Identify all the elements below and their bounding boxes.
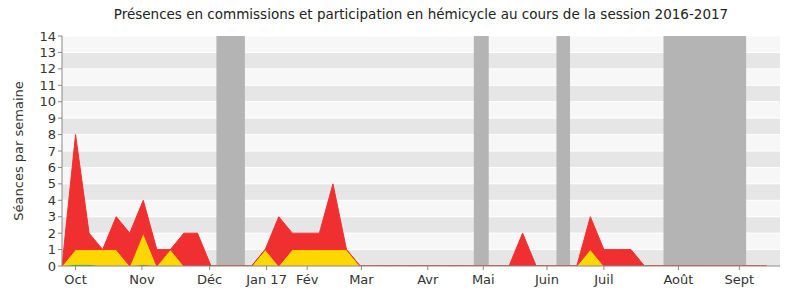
y-tick	[58, 101, 62, 102]
y-tick-label: 11	[39, 78, 56, 93]
x-tick-label: Nov	[129, 272, 155, 287]
y-tick	[58, 183, 62, 184]
vacation-band	[216, 36, 244, 266]
title: Présences en commissions et participatio…	[114, 6, 728, 22]
x-tick	[307, 266, 308, 270]
y-tick-label: 5	[48, 176, 56, 191]
y-tick-label: 13	[39, 45, 56, 60]
x-tick	[678, 266, 679, 270]
x-tick-label: Juin	[534, 272, 559, 287]
vacation-band	[474, 36, 489, 266]
x-tick	[141, 266, 142, 270]
y-tick	[58, 151, 62, 152]
area	[62, 135, 766, 266]
y-tick	[58, 233, 62, 234]
y-tick-label: 1	[48, 242, 56, 257]
x-tick	[546, 266, 547, 270]
y-tick-label: 8	[48, 127, 56, 142]
y-tick-label: 2	[48, 226, 56, 241]
y-tick	[58, 36, 62, 37]
x-tick	[427, 266, 428, 270]
x-tick	[483, 266, 484, 270]
y-tick-label: 6	[48, 160, 56, 175]
x-tick	[209, 266, 210, 270]
x-tick-label: Juil	[593, 272, 613, 287]
x-tick	[361, 266, 362, 270]
y-tick-label: 0	[48, 259, 56, 274]
y-tick	[58, 216, 62, 217]
areas	[62, 135, 766, 266]
y-tick-label: 9	[48, 111, 56, 126]
x-tick-label: Sept	[725, 272, 755, 287]
vacations	[216, 36, 746, 266]
y-tick-label: 12	[39, 61, 56, 76]
x-tick-label: Mar	[349, 272, 374, 287]
vacation-band	[556, 36, 570, 266]
y-tick	[58, 52, 62, 53]
y-tick-label: 4	[48, 193, 56, 208]
axes: 01234567891011121314OctNovDécJan 17FévMa…	[39, 29, 780, 288]
y-tick-label: 14	[39, 29, 56, 44]
y-tick	[58, 85, 62, 86]
y-tick	[58, 266, 62, 267]
x-tick	[75, 266, 76, 270]
x-tick-label: Fév	[296, 272, 319, 287]
y-tick	[58, 118, 62, 119]
x-tick	[603, 266, 604, 270]
y-tick	[58, 249, 62, 250]
y-tick-label: 7	[48, 144, 56, 159]
x-tick	[739, 266, 740, 270]
y-axis-label: Séances par semaine	[11, 81, 26, 220]
y-tick-label: 3	[48, 209, 56, 224]
y-tick	[58, 200, 62, 201]
grid-line	[62, 266, 780, 267]
x-tick-label: Jan 17	[245, 272, 287, 287]
x-tick	[266, 266, 267, 270]
x-tick-label: Avr	[417, 272, 439, 287]
chart: 01234567891011121314OctNovDécJan 17FévMa…	[0, 0, 800, 300]
grid	[62, 36, 780, 266]
vacation-band	[663, 36, 746, 266]
y-tick-label: 10	[39, 94, 56, 109]
y-tick	[58, 167, 62, 168]
y-tick	[58, 68, 62, 69]
x-tick-label: Août	[663, 272, 693, 287]
x-axis	[62, 266, 780, 267]
x-tick-label: Oct	[64, 272, 86, 287]
y-tick	[58, 134, 62, 135]
x-tick-label: Mai	[472, 272, 495, 287]
x-tick-label: Déc	[197, 272, 222, 287]
